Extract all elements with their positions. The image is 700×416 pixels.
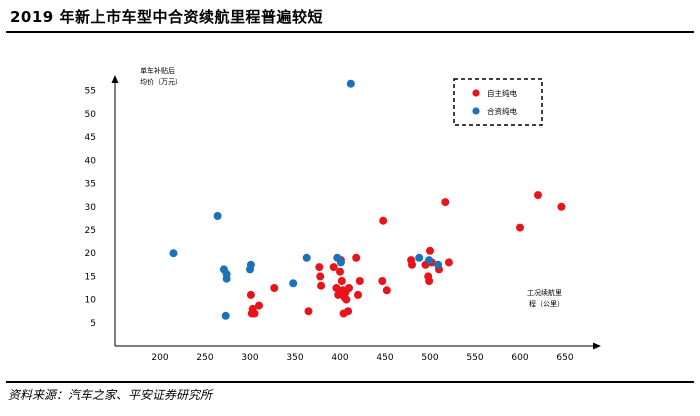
y-tick-label: 5 [90, 319, 96, 329]
joint-venture-ev-point [302, 253, 311, 262]
joint-venture-ev-point [434, 260, 443, 269]
domestic-ev-point [250, 309, 259, 318]
y-tick-label: 50 [85, 110, 97, 120]
y-tick-label: 45 [85, 133, 96, 143]
title-divider [6, 31, 694, 33]
domestic-ev-point [408, 260, 416, 269]
y-tick-labels: 5 10 15 20 25 30 35 40 45 50 55 [85, 87, 97, 329]
domestic-ev-point [342, 295, 351, 304]
joint-venture-ev-point [213, 212, 222, 220]
domestic-ev-point [317, 281, 326, 290]
domestic-ev-point [246, 290, 255, 299]
x-tick-label: 250 [196, 353, 213, 363]
domestic-ev-point [352, 253, 361, 262]
axes [111, 75, 601, 350]
domestic-ev-point [425, 277, 434, 285]
domestic-ev-point [354, 290, 362, 299]
y-axis-arrow [111, 75, 119, 83]
domestic-ev-point [382, 286, 391, 295]
x-tick-label: 600 [511, 353, 528, 363]
y-tick-label: 25 [85, 226, 96, 236]
domestic-ev-point [345, 284, 353, 292]
x-tick-label: 350 [286, 353, 303, 363]
domestic-ev-point [304, 307, 313, 316]
domestic-ev-point [315, 263, 324, 272]
legend-label-joint: 合资纯电 [487, 106, 517, 116]
joint-venture-ev-point [221, 311, 230, 320]
y-axis-title-line2: 均价（万元） [140, 77, 182, 86]
data-points [169, 79, 566, 320]
joint-venture-ev-point [336, 258, 345, 267]
domestic-ev-point [270, 284, 279, 292]
joint-venture-ev-point [346, 79, 355, 88]
joint-venture-ev-point [169, 249, 178, 258]
x-axis-title-line2: 程（公里） [529, 299, 564, 308]
x-tick-label: 450 [376, 353, 393, 363]
joint-venture-ev-point [415, 253, 424, 262]
x-tick-label: 400 [331, 353, 348, 363]
source-note: 资料来源：汽车之家、平安证券研究所 [8, 388, 213, 402]
x-tick-label: 200 [151, 353, 168, 363]
joint-venture-ev-point [425, 256, 434, 265]
joint-venture-ev-point [289, 279, 298, 288]
chart-title: 2019 年新上市车型中合资续航里程普遍较短 [10, 8, 323, 26]
domestic-ev-point [355, 277, 364, 285]
y-tick-label: 20 [85, 249, 97, 259]
x-axis-arrow [593, 342, 601, 350]
domestic-ev-point [557, 202, 566, 211]
domestic-ev-point [332, 284, 341, 292]
domestic-ev-point [337, 277, 346, 285]
legend-label-domestic: 自主纯电 [487, 88, 517, 98]
y-tick-label: 10 [85, 296, 97, 306]
legend-box [453, 78, 543, 126]
footer-divider [6, 381, 694, 383]
y-tick-label: 15 [85, 272, 96, 282]
x-tick-label: 500 [421, 353, 438, 363]
domestic-ev-point [441, 198, 450, 207]
joint-venture-ev-point [222, 274, 231, 283]
y-tick-label: 35 [85, 180, 96, 190]
y-tick-label: 30 [85, 203, 97, 213]
domestic-ev-point [255, 301, 263, 310]
legend-marker-domestic [472, 89, 480, 97]
scatter-chart: 200 250 300 350 400 450 500 550 600 650 5 10 15 20 25… [85, 66, 601, 363]
domestic-ev-point [378, 277, 387, 285]
domestic-ev-point [344, 307, 353, 316]
domestic-ev-point [329, 263, 338, 272]
joint-venture-ev-point [246, 260, 255, 269]
y-axis-title-line1: 单车补贴后 [140, 66, 175, 75]
domestic-ev-point [516, 223, 524, 232]
legend-marker-joint [472, 107, 480, 115]
domestic-ev-point [444, 258, 453, 267]
y-tick-label: 40 [85, 156, 97, 166]
x-tick-labels: 200 250 300 350 400 450 500 550 600 650 [151, 353, 573, 363]
y-tick-label: 55 [85, 87, 96, 97]
legend: 自主纯电 合资纯电 [453, 78, 543, 126]
x-axis-title-line1: 工况续航里 [527, 288, 562, 297]
domestic-ev-point [379, 216, 388, 225]
domestic-ev-point [534, 191, 542, 200]
x-tick-label: 550 [466, 353, 483, 363]
domestic-ev-point [316, 272, 325, 281]
x-tick-label: 300 [241, 353, 258, 363]
domestic-ev-point [426, 246, 434, 255]
x-tick-label: 650 [556, 353, 573, 363]
domestic-ev-point [336, 267, 344, 276]
